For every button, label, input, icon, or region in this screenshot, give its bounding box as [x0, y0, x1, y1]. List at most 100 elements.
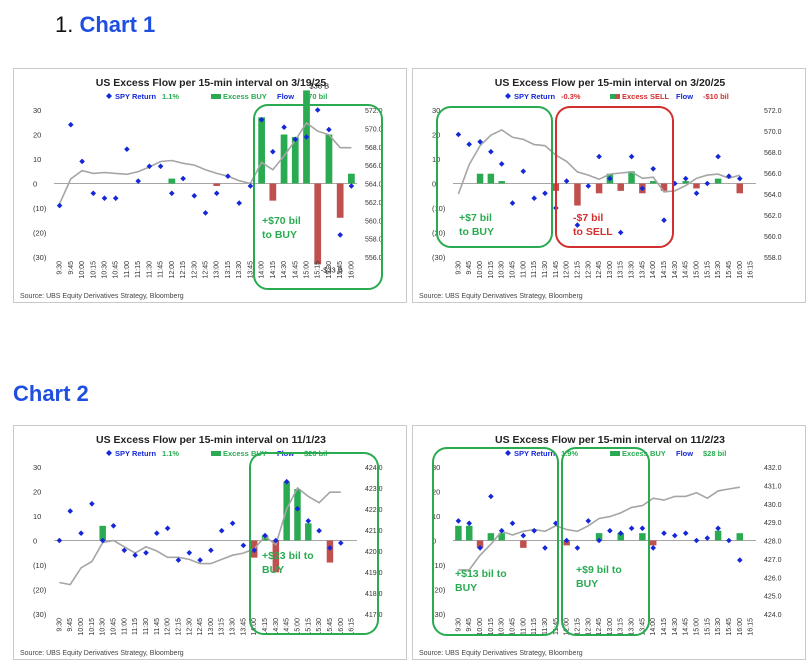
x-axis-tick: 13:15 — [618, 618, 625, 636]
callout-text: to BUY — [262, 229, 297, 241]
x-axis-tick: 11:30 — [542, 618, 549, 635]
spy-return-marker — [737, 557, 743, 563]
spy-return-marker — [208, 547, 214, 554]
left-axis-tick: (30) — [432, 253, 446, 262]
excess-flow-bar — [693, 183, 700, 189]
x-axis-tick: 15:15 — [704, 618, 711, 636]
x-axis-tick: 16:15 — [349, 618, 356, 636]
bar-annotation: -$33 B — [321, 265, 343, 274]
x-axis-tick: 13:45 — [639, 261, 646, 279]
x-axis-tick: 15:15 — [315, 261, 322, 279]
spy-return-marker — [90, 190, 97, 197]
spy-return-marker — [542, 545, 548, 551]
x-axis-tick: 10:00 — [477, 618, 484, 636]
bar-annotation: $38 B — [310, 81, 330, 90]
spy-return-marker — [563, 178, 570, 184]
x-axis-tick: 11:30 — [143, 618, 150, 635]
left-axis-tick: 0 — [33, 537, 37, 546]
spy-return-marker — [542, 190, 548, 197]
x-axis-tick: 10:00 — [79, 261, 86, 279]
spy-return-marker — [650, 166, 656, 172]
spy-return-marker — [281, 124, 287, 130]
excess-flow-bar — [714, 530, 722, 541]
legend-flow-label: Flow — [676, 92, 693, 101]
right-axis-tick: 568.0 — [764, 150, 782, 157]
spy-return-marker — [79, 158, 85, 165]
x-axis-tick: 12:15 — [574, 261, 581, 279]
left-axis-tick: 0 — [432, 180, 436, 189]
left-axis-tick: 10 — [432, 512, 440, 521]
spy-return-legend-icon — [505, 93, 511, 99]
spy-return-marker — [240, 542, 247, 549]
heading-label: Chart 1 — [79, 12, 156, 37]
excess-flow-bar — [595, 533, 603, 541]
spy-return-legend-icon — [505, 450, 511, 456]
spy-return-marker — [574, 222, 581, 228]
x-axis-tick: 14:30 — [672, 261, 679, 279]
spy-return-marker — [112, 195, 119, 201]
x-axis-tick: 11:15 — [531, 261, 538, 278]
excess-flow-bar — [476, 173, 484, 184]
x-axis-tick: 16:15 — [748, 618, 755, 636]
x-axis-tick: 13:30 — [230, 618, 237, 636]
x-axis-tick: 10:00 — [78, 618, 85, 636]
legend-spy-value: 1.1% — [162, 92, 179, 101]
callout-box — [436, 106, 553, 248]
excess-flow-bar — [213, 183, 221, 186]
spy-return-marker — [737, 175, 743, 182]
spy-return-marker — [225, 173, 231, 179]
excess-legend-icon — [615, 451, 620, 456]
left-axis-tick: 30 — [33, 463, 41, 472]
spy-return-marker — [78, 530, 84, 536]
right-axis-tick: 432.0 — [764, 465, 782, 472]
left-axis-tick: 30 — [432, 463, 440, 472]
x-axis-tick: 11:00 — [520, 261, 527, 278]
x-axis-tick: 13:30 — [236, 261, 243, 279]
x-axis-tick: 11:30 — [542, 261, 549, 278]
spy-return-marker — [585, 518, 592, 524]
excess-flow-bar — [628, 171, 635, 184]
spy-return-marker — [101, 195, 108, 201]
excess-flow-bar — [487, 533, 495, 541]
spy-return-marker — [617, 530, 624, 536]
x-axis-tick: 15:30 — [316, 618, 323, 636]
callout-text: +$70 bil — [262, 215, 301, 227]
x-axis-tick: 11:15 — [132, 618, 139, 635]
right-axis-tick: 424.0 — [764, 612, 782, 619]
callout-text: to SELL — [573, 226, 613, 238]
chart-source: Source: UBS Equity Derivatives Strategy,… — [419, 293, 583, 300]
x-axis-tick: 16:00 — [737, 618, 744, 636]
left-axis-tick: (20) — [33, 586, 47, 595]
callout-text: +$7 bil — [459, 212, 492, 224]
spy-return-marker — [661, 530, 667, 536]
spy-return-marker — [68, 121, 74, 128]
x-axis-tick: 15:00 — [294, 618, 301, 636]
legend-flow-value: $28 bil — [703, 449, 726, 458]
right-axis-tick: 422.0 — [365, 507, 383, 514]
chart-title: US Excess Flow per 15-min interval on 3/… — [96, 77, 327, 89]
spy-return-marker — [628, 525, 635, 532]
callout-text: BUY — [455, 582, 477, 594]
x-axis-tick: 10:45 — [510, 618, 517, 636]
right-axis-tick: 560.0 — [764, 234, 782, 241]
excess-flow-bar — [336, 183, 344, 218]
excess-legend-icon — [211, 94, 216, 99]
x-axis-tick: 15:15 — [305, 618, 312, 636]
spy-return-marker — [56, 537, 63, 544]
right-axis-tick: 572.0 — [764, 108, 782, 115]
x-axis-tick: 13:00 — [607, 618, 614, 636]
spy-return-marker — [455, 518, 462, 524]
spy-return-marker — [326, 126, 332, 133]
spy-return-legend-icon — [106, 450, 112, 456]
legend-excess-label: Excess BUY — [223, 92, 267, 101]
x-axis-tick: 12:00 — [564, 261, 571, 279]
x-axis-tick: 13:30 — [629, 261, 636, 279]
spy-return-marker — [218, 527, 225, 534]
left-axis-tick: (10) — [432, 561, 446, 570]
spy-return-marker — [213, 190, 220, 197]
left-axis-tick: (30) — [33, 610, 47, 619]
x-axis-tick: 10:15 — [488, 618, 495, 636]
chart-svg: US Excess Flow per 15-min interval on 11… — [20, 434, 383, 657]
chart-source: Source: UBS Equity Derivatives Strategy,… — [419, 650, 583, 657]
x-axis-tick: 12:45 — [203, 261, 210, 279]
